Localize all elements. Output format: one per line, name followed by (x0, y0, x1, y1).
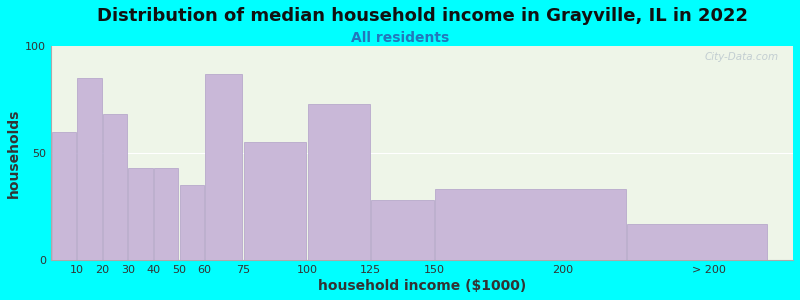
X-axis label: household income ($1000): household income ($1000) (318, 279, 526, 293)
Bar (371, 200, 434, 260)
Bar (154, 168, 178, 260)
Bar (102, 115, 127, 260)
Bar (243, 142, 306, 260)
Bar (128, 168, 153, 260)
Bar (627, 224, 767, 260)
Title: Distribution of median household income in Grayville, IL in 2022: Distribution of median household income … (97, 7, 747, 25)
Y-axis label: households: households (7, 108, 21, 198)
Bar (52, 132, 76, 260)
Bar (435, 189, 626, 260)
Bar (78, 78, 102, 260)
Bar (179, 185, 204, 260)
Text: City-Data.com: City-Data.com (704, 52, 778, 62)
Bar (205, 74, 242, 260)
Text: All residents: All residents (351, 32, 449, 46)
Bar (307, 104, 370, 260)
